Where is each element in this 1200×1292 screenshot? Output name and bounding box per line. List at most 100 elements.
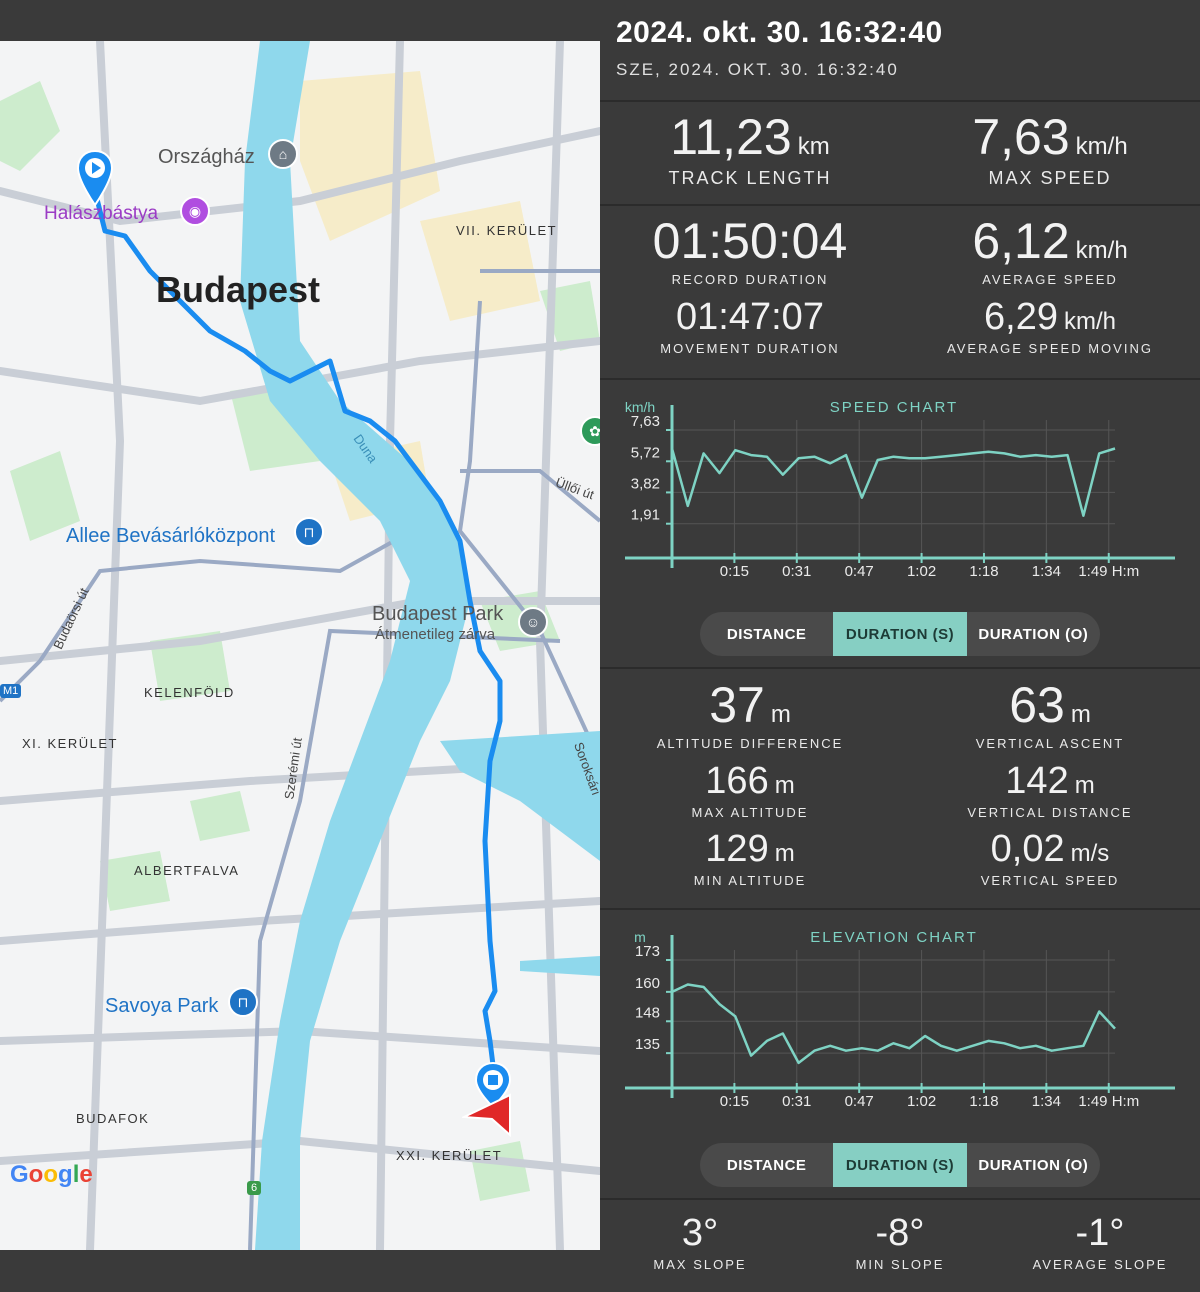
map-canvas[interactable]	[0, 41, 600, 1250]
stat-label: MAX ALTITUDE	[691, 805, 809, 820]
poi-savoya-label[interactable]: Savoya Park	[105, 995, 219, 1017]
map-view[interactable]: Budapest VII. KERÜLET KELENFÖLD XI. KERÜ…	[0, 41, 600, 1250]
park-icon[interactable]: ✿	[580, 416, 600, 446]
stat-value: 37	[709, 677, 765, 733]
track-details-panel: 2024. okt. 30. 16:32:40 SZE, 2024. OKT. …	[600, 0, 1200, 1292]
speed-chart-svg[interactable]: SPEED CHART km/h 0:15 0:31 0:47 1:02 1:18 1:34 1…	[600, 390, 1200, 590]
poi-park-label[interactable]: Budapest Park	[372, 603, 504, 625]
poi-parliament-label[interactable]: Országház	[158, 146, 255, 168]
stat-value: 11,23	[670, 109, 792, 165]
stat-label: VERTICAL SPEED	[980, 873, 1120, 888]
segment-distance[interactable]: DISTANCE	[726, 625, 807, 643]
stat-value: 6,12	[972, 213, 1070, 269]
stat-value: 3°	[681, 1212, 719, 1254]
danube-river	[240, 41, 470, 1250]
x-tick-label: 1:34	[1032, 563, 1061, 580]
stat-unit: km/h	[1075, 237, 1128, 264]
stat-label: ALTITUDE DIFFERENCE	[656, 736, 844, 751]
x-tick-label: 1:18	[969, 563, 998, 580]
stat-max-slope: 3° MAX SLOPE	[600, 1212, 800, 1272]
poi-park-status: Átmenetileg zárva	[375, 626, 496, 643]
divider	[600, 1198, 1200, 1200]
stat-value: -1°	[1075, 1212, 1125, 1254]
stat-vertical-speed: 0,02 m/s VERTICAL SPEED	[900, 828, 1200, 888]
track-subtitle: SZE, 2024. OKT. 30. 16:32:40	[616, 60, 899, 79]
speed-chart[interactable]: SPEED CHART km/h 0:15 0:31 0:47 1:02 1:18 1:34 1…	[600, 390, 1200, 590]
district-label: XXI. KERÜLET	[396, 1148, 503, 1163]
stat-vertical-distance: 142 m VERTICAL DISTANCE	[900, 760, 1200, 820]
y-tick-label: 5,72	[631, 444, 660, 461]
stat-average-speed-moving: 6,29 km/h AVERAGE SPEED MOVING	[900, 296, 1200, 356]
divider	[600, 378, 1200, 380]
segment-duration-o[interactable]: DURATION (O)	[978, 1156, 1089, 1174]
series-line	[670, 447, 1116, 517]
stat-track-length: 11,23 km TRACK LENGTH	[600, 108, 900, 189]
stat-value: 6,29	[984, 296, 1058, 338]
y-tick-label: 148	[635, 1004, 660, 1021]
x-tick-label: 1:49 H:m	[1078, 1093, 1139, 1110]
elevation-chart-svg[interactable]: ELEVATION CHART m 0:15 0:31 0:47 1:02 1:18 1:34…	[600, 920, 1200, 1120]
y-tick-label: 1,91	[631, 507, 660, 524]
divider	[600, 100, 1200, 102]
poi-allee-label[interactable]: Allee Bevásárlóközpont	[66, 525, 276, 547]
stat-min-altitude: 129 m MIN ALTITUDE	[600, 828, 900, 888]
district-label: XI. KERÜLET	[22, 736, 118, 751]
stat-label: TRACK LENGTH	[668, 168, 832, 188]
stat-value: 0,02	[990, 828, 1065, 870]
stat-value: 01:50:04	[652, 213, 848, 269]
stat-vertical-ascent: 63 m VERTICAL ASCENT	[900, 676, 1200, 751]
stat-unit: m	[774, 772, 795, 799]
x-tick-label: 0:47	[845, 563, 874, 580]
stat-label: MAX SPEED	[988, 168, 1112, 188]
stat-average-slope: -1° AVERAGE SLOPE	[1000, 1212, 1200, 1272]
x-tick-label: 0:15	[720, 563, 749, 580]
end-marker-icon[interactable]	[474, 1061, 512, 1109]
divider	[600, 204, 1200, 206]
stat-value: 01:47:07	[676, 296, 824, 338]
camera-icon[interactable]: ◉	[180, 196, 210, 226]
track-route	[92, 190, 503, 1082]
chart-title: SPEED CHART	[830, 399, 958, 416]
x-tick-label: 1:02	[907, 563, 936, 580]
district-label: BUDAFOK	[76, 1111, 150, 1126]
segment-duration-s[interactable]: DURATION (S)	[833, 612, 967, 656]
elevation-chart[interactable]: ELEVATION CHART m 0:15 0:31 0:47 1:02 1:18 1:34…	[600, 920, 1200, 1120]
stat-label: VERTICAL ASCENT	[975, 736, 1125, 751]
stat-label: AVERAGE SPEED MOVING	[947, 341, 1153, 356]
segment-duration-s[interactable]: DURATION (S)	[833, 1143, 967, 1187]
shopping-bag-icon[interactable]: ⊓	[228, 987, 258, 1017]
stat-unit: km/h	[1063, 308, 1116, 335]
stat-unit: m	[770, 701, 791, 728]
segment-duration-o[interactable]: DURATION (O)	[978, 625, 1089, 643]
route-badge: 6	[247, 1181, 262, 1195]
x-tick-label: 1:18	[969, 1093, 998, 1110]
segment-distance[interactable]: DISTANCE	[726, 1156, 807, 1174]
stat-unit: m	[1074, 772, 1095, 799]
speed-chart-axis-toggle[interactable]: DISTANCE DURATION (S) DURATION (O)	[700, 612, 1100, 656]
landmark-icon[interactable]: ⌂	[268, 139, 298, 169]
poi-bastion-label[interactable]: Halászbástya	[44, 203, 159, 224]
x-tick-label: 1:02	[907, 1093, 936, 1110]
shopping-bag-icon[interactable]: ⊓	[294, 517, 324, 547]
start-marker-icon[interactable]	[76, 149, 114, 207]
stat-record-duration: 01:50:04 RECORD DURATION	[600, 212, 900, 287]
stat-label: RECORD DURATION	[671, 272, 829, 287]
x-tick-label: 1:49 H:m	[1078, 563, 1139, 580]
map-city-label: Budapest	[156, 269, 321, 310]
stat-value: -8°	[875, 1212, 925, 1254]
x-tick-label: 0:15	[720, 1093, 749, 1110]
divider	[600, 667, 1200, 669]
stat-label: AVERAGE SLOPE	[1032, 1257, 1168, 1272]
series-line	[671, 983, 1116, 1065]
y-tick-label: 160	[635, 975, 660, 992]
elevation-chart-axis-toggle[interactable]: DISTANCE DURATION (S) DURATION (O)	[700, 1143, 1100, 1187]
stat-max-altitude: 166 m MAX ALTITUDE	[600, 760, 900, 820]
district-label: ALBERTFALVA	[134, 863, 240, 878]
stat-value: 63	[1009, 677, 1065, 733]
motorway-badge: M1	[0, 684, 22, 698]
x-tick-label: 0:31	[782, 1093, 811, 1110]
y-axis-unit: m	[634, 929, 646, 945]
stat-label: MOVEMENT DURATION	[660, 341, 840, 356]
y-tick-label: 135	[635, 1036, 660, 1053]
theater-icon[interactable]: ☺	[518, 607, 548, 637]
